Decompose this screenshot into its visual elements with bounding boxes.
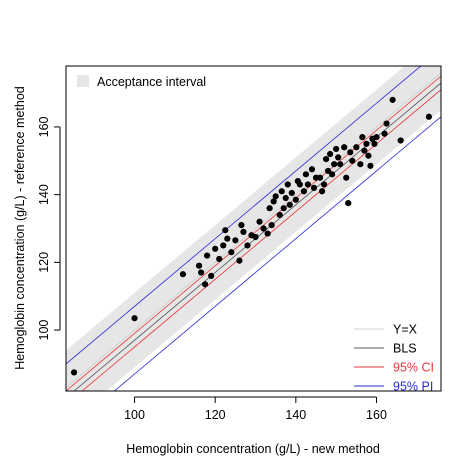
data-point — [228, 249, 235, 256]
x-tick-label: 140 — [285, 408, 306, 422]
data-point — [349, 157, 356, 164]
data-point — [131, 315, 138, 322]
y-axis-label: Hemoglobin concentration (g/L) - referen… — [13, 86, 27, 370]
data-point — [310, 184, 318, 191]
plot-frame — [65, 65, 442, 392]
data-point — [296, 181, 303, 188]
data-point — [280, 205, 287, 212]
data-point — [284, 181, 291, 188]
legend-acceptance-label: Acceptance interval — [97, 75, 206, 89]
data-point — [256, 218, 263, 225]
data-point — [371, 140, 378, 147]
y-tick-label: 160 — [37, 116, 51, 137]
data-point — [204, 252, 211, 259]
data-point — [425, 113, 433, 120]
pi-lower-line — [113, 116, 441, 391]
data-point — [316, 174, 324, 181]
data-point — [208, 272, 215, 279]
data-point — [202, 281, 209, 288]
x-tick-label: 160 — [366, 408, 387, 422]
x-axis-label: Hemoglobin concentration (g/L) - new met… — [126, 442, 380, 456]
identity-line — [66, 72, 441, 389]
y-tick-label: 140 — [37, 184, 51, 205]
data-point — [268, 222, 275, 229]
data-point — [365, 152, 372, 159]
data-point — [212, 245, 219, 252]
y-tick-label: 120 — [37, 252, 51, 273]
data-point — [304, 181, 312, 188]
data-point — [236, 257, 243, 264]
data-point — [353, 144, 360, 151]
data-point — [341, 144, 348, 151]
data-point — [373, 133, 380, 141]
data-point — [322, 155, 330, 163]
data-point — [220, 242, 227, 249]
data-point — [286, 201, 293, 208]
data-point — [300, 188, 308, 195]
data-point — [197, 269, 205, 276]
data-point — [308, 166, 316, 173]
data-point — [327, 150, 334, 158]
data-point — [337, 161, 344, 168]
data-point — [302, 171, 310, 178]
data-point — [345, 200, 352, 207]
x-tick-label: 100 — [124, 408, 145, 422]
data-point — [389, 96, 396, 103]
acceptance-swatch — [77, 75, 89, 87]
data-point — [252, 233, 259, 241]
data-point — [238, 222, 245, 229]
data-point — [347, 149, 354, 156]
data-point — [222, 227, 229, 234]
data-point — [381, 130, 388, 137]
data-point — [276, 211, 283, 219]
data-point — [244, 242, 251, 249]
pi-upper-line — [66, 66, 422, 365]
data-point — [361, 147, 368, 154]
data-point — [359, 133, 366, 141]
data-point — [282, 194, 289, 202]
data-point — [240, 228, 247, 235]
ci-lower-line — [81, 89, 441, 391]
data-point — [70, 369, 78, 376]
x-tick-label: 120 — [205, 408, 226, 422]
data-point — [331, 161, 338, 168]
data-point — [335, 154, 342, 161]
legend-entry-label: 95% CI — [393, 361, 434, 375]
data-points — [70, 96, 433, 376]
data-point — [397, 137, 404, 144]
data-point — [264, 230, 271, 237]
data-point — [318, 188, 326, 195]
data-point — [278, 188, 285, 195]
legend-entry-label: Y=X — [393, 323, 418, 337]
x-axis: 100 120 140 160 — [124, 396, 387, 422]
bls-line — [73, 82, 441, 391]
legend-entry-label: BLS — [393, 342, 417, 356]
data-point — [363, 140, 370, 147]
data-point — [272, 193, 279, 200]
data-point — [195, 262, 203, 269]
legend-lines: Y=X BLS 95% CI 95% PI — [354, 323, 434, 394]
data-point — [343, 174, 350, 181]
data-point — [367, 162, 374, 169]
data-point — [232, 237, 239, 244]
data-point — [320, 181, 328, 188]
data-point — [292, 196, 299, 203]
data-point — [270, 198, 277, 205]
data-point — [266, 205, 273, 212]
legend-acceptance: Acceptance interval — [77, 75, 206, 89]
data-point — [357, 161, 364, 168]
data-point — [224, 235, 231, 242]
y-tick-label: 100 — [37, 320, 51, 341]
legend-entry-label: 95% PI — [393, 380, 433, 394]
data-point — [383, 120, 390, 127]
data-point — [260, 225, 267, 232]
data-point — [288, 189, 295, 197]
y-axis: 100 120 140 160 — [37, 116, 61, 341]
data-point — [329, 171, 336, 178]
data-point — [179, 271, 187, 278]
data-point — [216, 255, 223, 263]
data-point — [333, 145, 340, 153]
